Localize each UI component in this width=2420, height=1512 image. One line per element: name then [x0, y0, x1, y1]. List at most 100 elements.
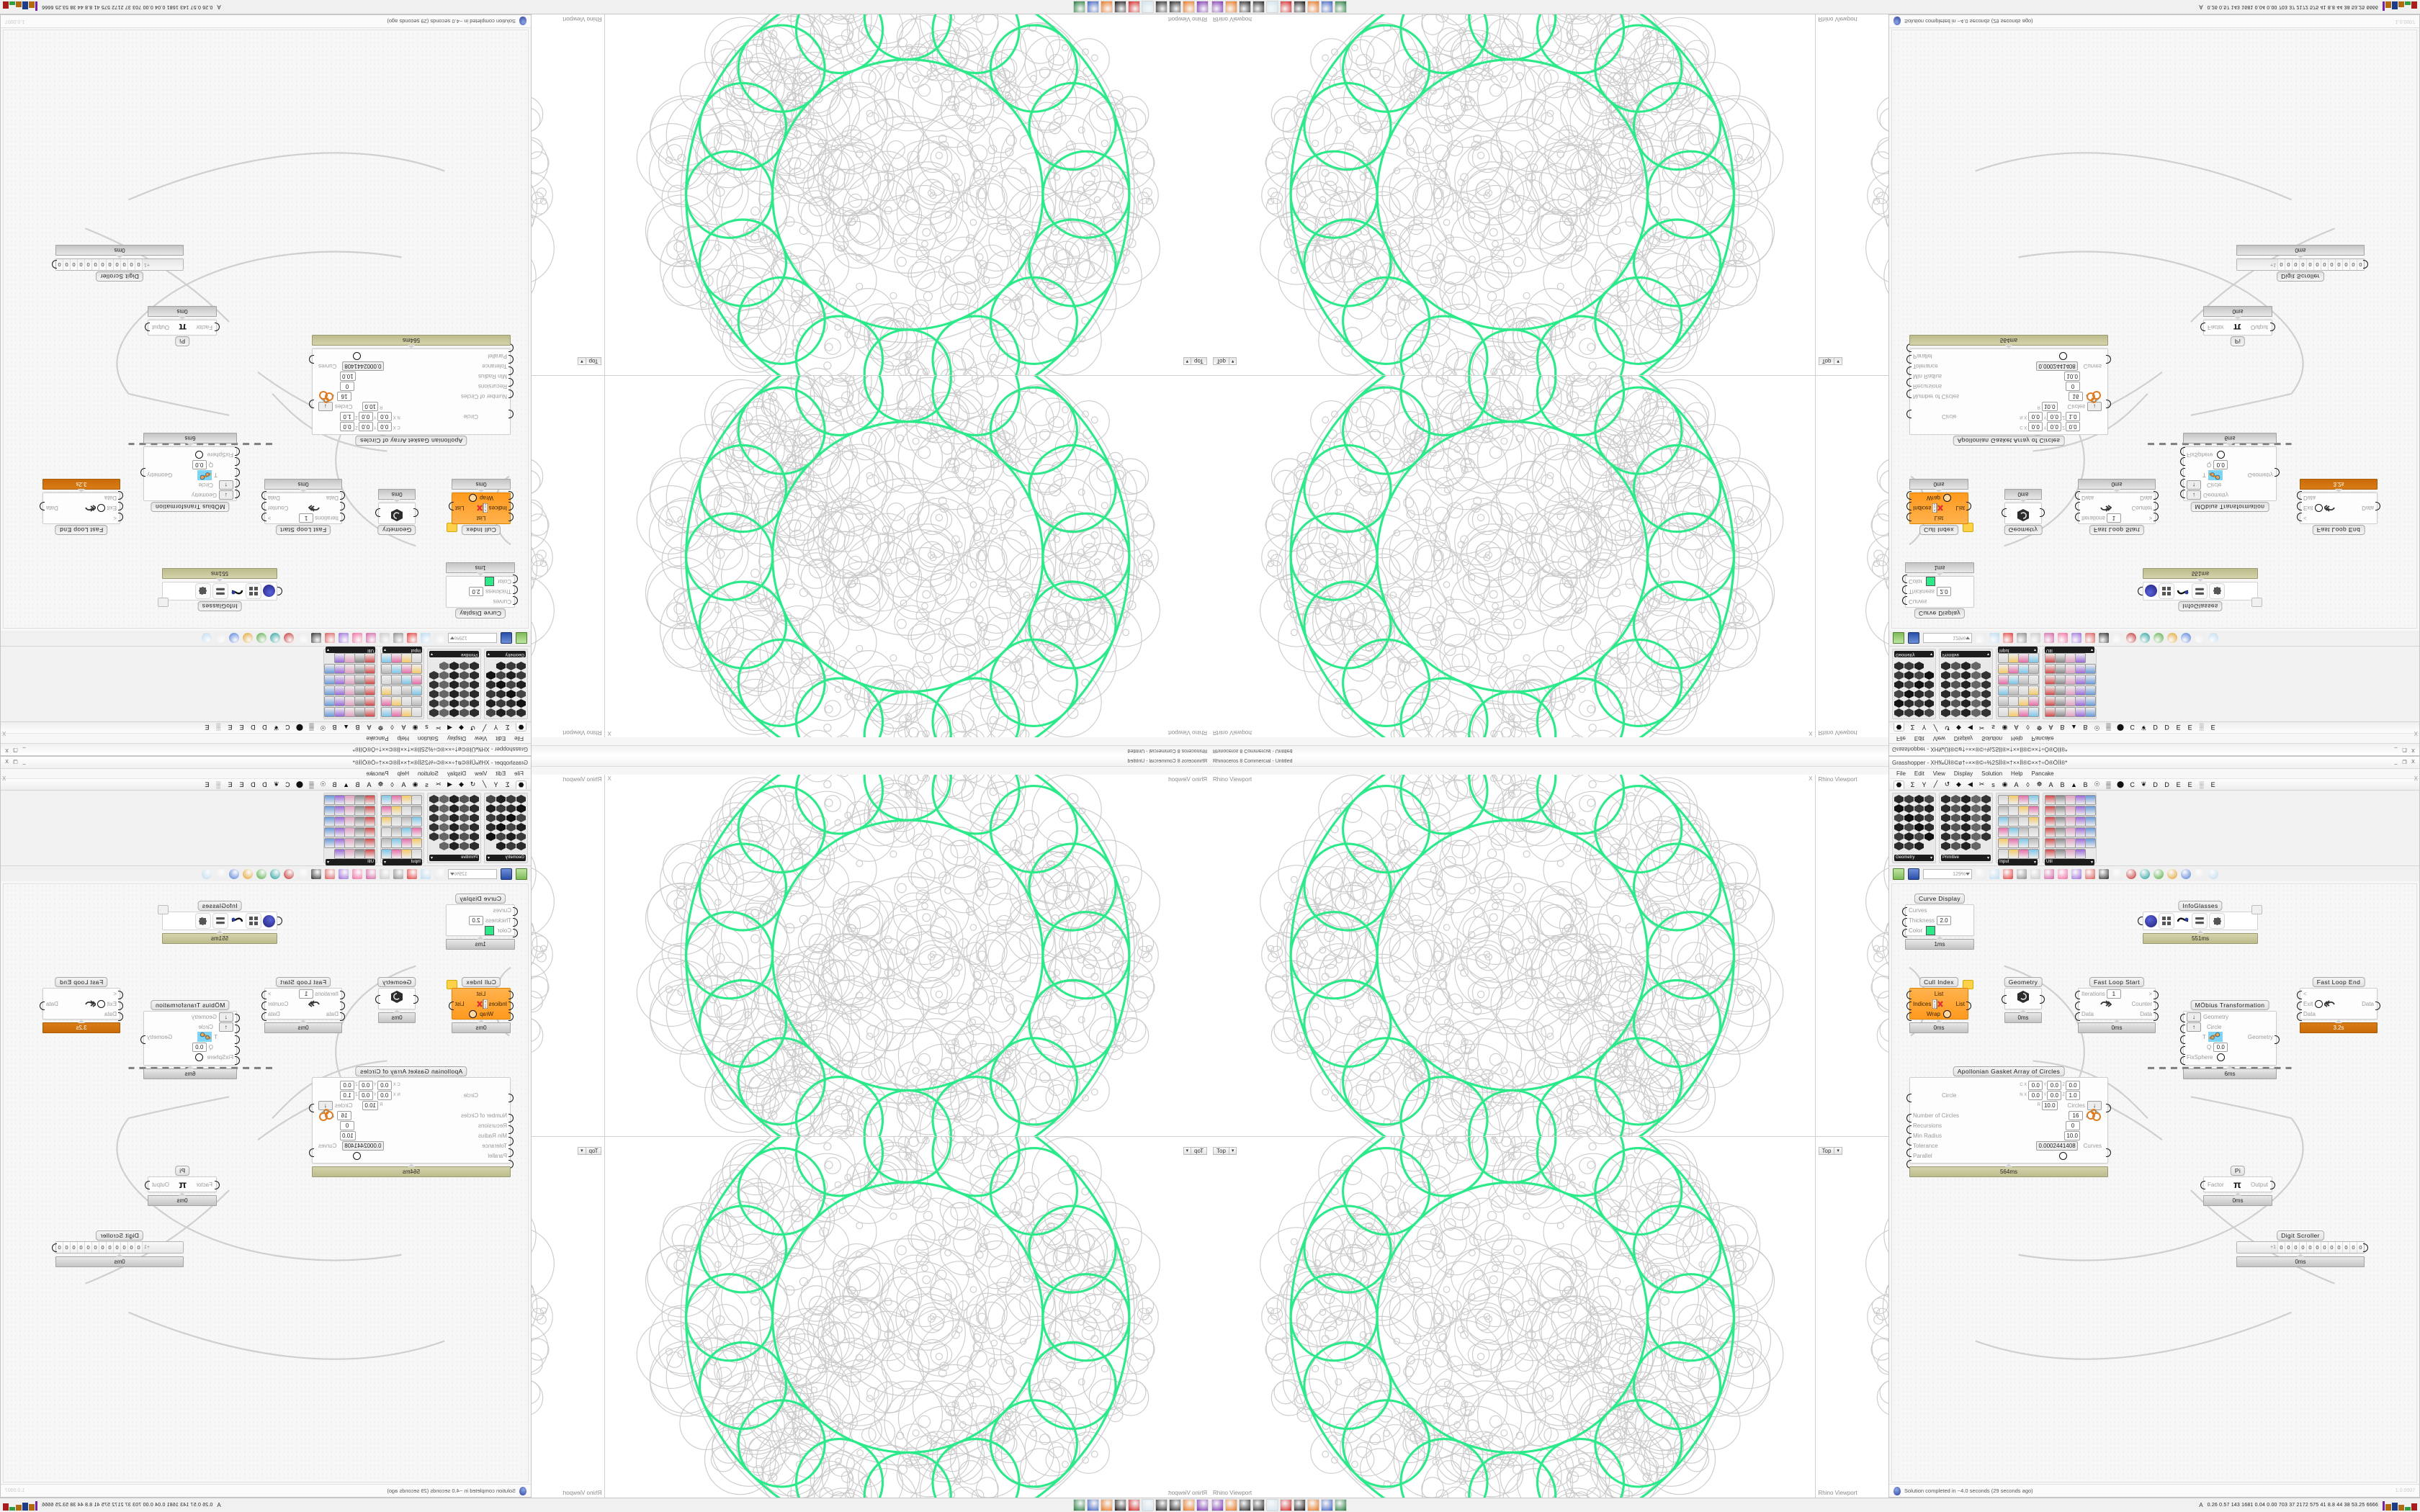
param-row-tolerance[interactable]: Tolerance 0.0002441408 Curves — [313, 1140, 510, 1151]
param-row-circle-normal[interactable]: Circle N X 0.0 Y 0.0 Z 1.0 — [1910, 1090, 2107, 1100]
component-icon[interactable] — [344, 816, 355, 827]
component-icon[interactable] — [496, 814, 506, 822]
param-row-min-radius[interactable]: Min Radius 10.0 — [1910, 372, 2107, 382]
menu-item-solution[interactable]: Solution — [417, 735, 439, 742]
node-body[interactable]: Curves Thickness 2.0 Color — [1902, 575, 1974, 608]
taskbar-tray[interactable]: A 0.26 0.57 143 1681 0.04 0.00 703 37 21… — [2199, 1, 2420, 12]
component-icon[interactable] — [354, 685, 365, 696]
param-row-circle[interactable]: ↑ Circle — [2184, 1022, 2276, 1032]
node-fast-loop-start[interactable]: Fast Loop Start Iterations 1 > — [2075, 479, 2159, 535]
param-row-q[interactable]: Q 0.0 — [144, 460, 236, 470]
component-icon[interactable] — [401, 664, 412, 674]
taskbar[interactable]: A 0.26 0.57 143 1681 0.04 0.00 703 37 21… — [0, 0, 1210, 14]
component-icon[interactable] — [364, 696, 375, 706]
app-firefox-icon[interactable] — [1183, 1, 1195, 13]
digit-cell[interactable]: 0 — [99, 259, 107, 270]
input-port-curves[interactable] — [1902, 596, 1907, 605]
component-icon[interactable] — [1971, 662, 1981, 670]
digit-cell[interactable]: 0 — [2321, 1242, 2328, 1253]
component-icon[interactable] — [2085, 664, 2096, 674]
input-port-color[interactable] — [513, 575, 518, 583]
node-mobius-transformation[interactable]: MÖbius Transformation ↓ Geometry — [2180, 433, 2280, 512]
ribbon-tab-16[interactable]: B — [2083, 724, 2088, 732]
input-port-minradius[interactable] — [1906, 1137, 1912, 1146]
component-icon[interactable] — [2065, 806, 2076, 816]
digit-cell[interactable]: 0 — [85, 259, 92, 270]
param-row-number-of-circles[interactable]: Number of Circles 16 — [1910, 391, 2107, 403]
chevron-down-icon[interactable]: ▾ — [1183, 357, 1191, 366]
output-port-list[interactable] — [449, 502, 454, 510]
ribbon-tab-17[interactable]: ☉ — [2094, 724, 2100, 732]
viewport-view-selector[interactable]: Top ▾ — [1213, 357, 1237, 366]
node-body[interactable] — [162, 912, 282, 930]
component-icon[interactable] — [364, 827, 375, 837]
chevron-down-icon[interactable]: ▾ — [327, 647, 330, 652]
node-body[interactable]: < Exit Data Data — [40, 491, 123, 524]
output-port-gt[interactable] — [2154, 991, 2159, 999]
gh-minimize-icon[interactable]: _ — [2394, 747, 2398, 752]
component-icon[interactable] — [2055, 653, 2066, 663]
ribbon-group-label[interactable]: Geometry ▾ — [486, 855, 526, 861]
menu-item-pancake[interactable]: Pancake — [366, 770, 389, 777]
chevron-down-icon[interactable]: ▾ — [488, 856, 490, 860]
grasshopper-ribbon-panel[interactable]: Geometry ▾ Primitive ▾ Input ▾ Util ▾ — [1889, 646, 2419, 721]
component-icon[interactable] — [344, 795, 355, 805]
fixsphere-toggle[interactable] — [194, 451, 203, 459]
fixsphere-toggle[interactable] — [2217, 1053, 2226, 1061]
preview-eye-icon[interactable] — [421, 869, 431, 879]
center-z-field[interactable]: 0.0 — [340, 422, 354, 432]
taskbar-tray[interactable]: A 0.26 0.57 143 1681 0.04 0.00 703 37 21… — [0, 1, 221, 12]
param-row-geometry[interactable]: ↓ Geometry — [2184, 1012, 2276, 1022]
rhino-viewport-3[interactable]: Top ▾ Rhino Viewport — [605, 1136, 1210, 1498]
component-icon[interactable] — [2055, 685, 2066, 696]
ribbon-tab-3[interactable]: ╱ — [1933, 724, 1938, 732]
q-field[interactable]: 0.0 — [192, 1042, 207, 1052]
component-icon[interactable] — [1971, 795, 1981, 804]
ribbon-tab-15[interactable]: ▲ — [343, 724, 349, 732]
component-icon[interactable] — [334, 707, 345, 717]
component-icon[interactable] — [2045, 675, 2056, 685]
component-icon[interactable] — [439, 795, 449, 804]
param-row-q[interactable]: Q 0.0 — [2184, 1042, 2276, 1052]
ribbon-tab-23[interactable]: D — [2164, 724, 2169, 732]
ribbon-tab-21[interactable]: ❦ — [2141, 724, 2147, 732]
digit-cell[interactable]: 0 — [71, 259, 78, 270]
ribbon-tab-7[interactable]: ✂ — [1978, 780, 1985, 788]
component-icon[interactable] — [1981, 671, 1991, 680]
component-icon[interactable] — [429, 708, 439, 717]
component-icon[interactable] — [2008, 664, 2019, 674]
menu-item-solution[interactable]: Solution — [417, 770, 439, 777]
node-body[interactable]: ↓ Geometry ↑ Circle T Geometry — [140, 1011, 240, 1066]
balloon-icon[interactable] — [311, 633, 321, 643]
node-body[interactable]: ↓ Geometry ↑ Circle T Geometry — [140, 446, 240, 501]
component-icon[interactable] — [1914, 823, 1924, 832]
component-icon[interactable] — [516, 708, 526, 717]
component-icon[interactable] — [1961, 662, 1971, 670]
digit-cell[interactable]: 0 — [2313, 259, 2321, 270]
param-row-wrap[interactable]: Wrap — [452, 493, 510, 503]
param-row-iterations[interactable]: Iterations 1 > — [2079, 513, 2155, 523]
component-icon[interactable] — [334, 675, 345, 685]
param-row-q[interactable]: Q 0.0 — [144, 1042, 236, 1052]
input-port-data[interactable] — [2075, 491, 2080, 500]
taskbar-tray[interactable]: A 0.26 0.57 143 1681 0.04 0.00 703 37 21… — [2199, 1500, 2420, 1511]
input-port-indices[interactable] — [508, 502, 514, 510]
component-icon[interactable] — [364, 806, 375, 816]
component-icon[interactable] — [1904, 671, 1914, 680]
component-icon[interactable] — [2055, 707, 2066, 717]
component-icon[interactable] — [506, 699, 516, 708]
component-icon[interactable] — [1998, 685, 2009, 696]
ribbon-tab-7[interactable]: ✂ — [1978, 724, 1985, 732]
fit-view-icon[interactable] — [434, 633, 444, 643]
component-icon[interactable] — [2085, 795, 2096, 805]
ribbon-tab-0[interactable]: ⬣ — [1894, 723, 1904, 732]
sphere-red-icon[interactable] — [256, 869, 266, 879]
profiler-icon[interactable] — [393, 633, 403, 643]
component-icon[interactable] — [1981, 832, 1991, 841]
sphere-white-icon[interactable] — [2140, 633, 2150, 643]
component-icon[interactable] — [2028, 653, 2039, 663]
viewport-close-icon[interactable]: X — [1809, 730, 1813, 737]
gh-minimize-icon[interactable]: _ — [22, 760, 26, 765]
app-green-icon[interactable] — [1073, 1, 1085, 13]
component-icon[interactable] — [2008, 707, 2019, 717]
